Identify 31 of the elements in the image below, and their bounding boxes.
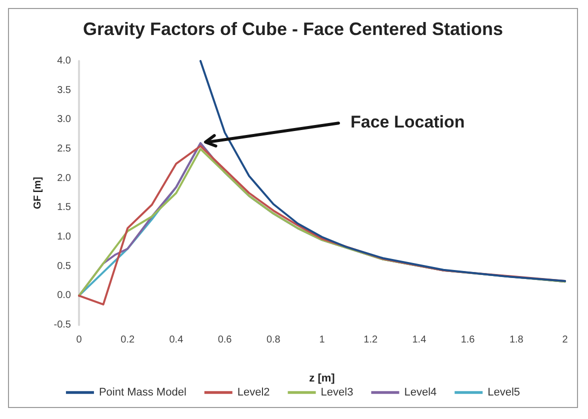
x-tick-label: 1.4 [412, 334, 427, 346]
y-tick-label: -0.5 [54, 320, 72, 330]
annotation: Face Location [350, 112, 465, 132]
chart-title: Gravity Factors of Cube - Face Centered Stations [82, 19, 504, 39]
legend-label: Point Mass Model [98, 386, 186, 398]
x-tick-label: 0.8 [266, 334, 281, 346]
x-tick-label: 0 [76, 334, 82, 346]
line-series [200, 60, 566, 282]
x-tick-label: 0.2 [120, 334, 135, 346]
x-tick-label: 1.8 [509, 334, 524, 346]
x-tick-label: 0.6 [218, 334, 232, 346]
y-axis-title: GF [m] [32, 176, 44, 210]
y-tick-label: 3.5 [57, 84, 72, 96]
y-tick-label: 0.5 [57, 260, 72, 272]
y-tick-label: 2.0 [57, 172, 72, 184]
y-tick-label: 1.5 [57, 202, 72, 214]
y-tick-label: 0.0 [57, 290, 72, 302]
y-tick-label: 3.0 [57, 114, 72, 126]
x-tick-label: 1.6 [460, 334, 476, 346]
legend-label: Level4 [404, 386, 437, 398]
y-tick-label: 4.0 [57, 56, 72, 66]
x-tick-label: 0.4 [169, 334, 184, 346]
x-tick-label: 1 [319, 334, 326, 346]
y-tick-label: 1.0 [57, 232, 72, 242]
y-tick-label: 2.5 [57, 144, 72, 154]
x-tick-label: 1.2 [364, 334, 378, 346]
x-axis-title: z [m] [309, 372, 336, 384]
legend-label: Level3 [320, 386, 354, 398]
legend-label: Level5 [488, 386, 520, 398]
legend-label: Level2 [237, 386, 270, 398]
x-tick-label: 2 [562, 334, 568, 346]
